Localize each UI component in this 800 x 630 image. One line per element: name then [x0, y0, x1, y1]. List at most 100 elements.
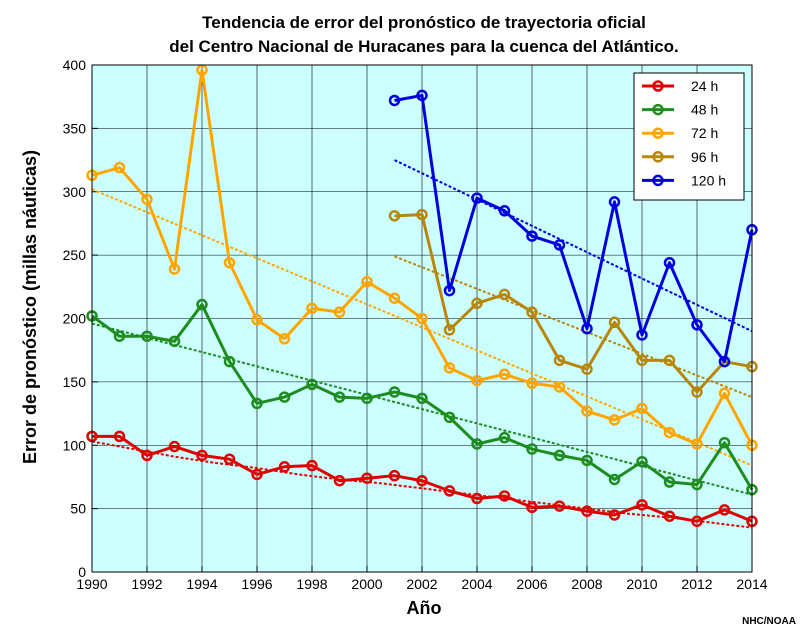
legend-label: 24 h [691, 78, 718, 94]
data-point-72h [416, 312, 428, 325]
data-point-48h [251, 397, 263, 410]
data-point-24h [196, 449, 208, 462]
x-tick-label: 2006 [516, 576, 547, 592]
data-point-24h [636, 499, 648, 511]
data-point-96h [663, 354, 676, 367]
data-point-24h [691, 515, 703, 528]
data-point-48h [388, 386, 401, 398]
data-point-24h [553, 500, 566, 512]
data-point-96h [388, 210, 401, 222]
data-point-96h [553, 354, 566, 367]
data-point-24h [113, 430, 126, 443]
data-point-48h [636, 455, 648, 468]
data-point-72h [388, 292, 401, 304]
data-point-120h [663, 256, 676, 269]
x-tick-label: 1996 [241, 576, 272, 592]
legend: 24 h 48 h 72 h 96 h 120 h [633, 72, 745, 201]
data-point-48h [608, 473, 621, 486]
data-point-24h [443, 485, 456, 497]
data-point-24h [278, 461, 291, 473]
data-point-72h [361, 275, 373, 288]
x-tick-label: 2008 [571, 576, 602, 592]
data-point-24h [223, 453, 236, 465]
data-point-48h [416, 392, 428, 405]
data-point-72h [168, 263, 181, 275]
data-point-72h [196, 64, 208, 76]
data-point-24h [361, 472, 373, 484]
series-line-48h [91, 303, 754, 491]
data-point-48h [223, 355, 236, 368]
data-point-48h [306, 378, 318, 391]
data-point-48h [498, 431, 511, 444]
data-point-120h [471, 192, 483, 204]
data-point-48h [526, 443, 538, 455]
data-point-120h [636, 329, 648, 341]
credit-label: NHC/NOAA [742, 616, 796, 627]
data-point-24h [471, 492, 483, 505]
x-tick-label: 2000 [351, 576, 382, 592]
legend-marker [652, 103, 664, 116]
series-line-120h [394, 93, 754, 364]
data-point-72h [526, 377, 538, 389]
chart-title-line-2: del Centro Nacional de Huracanes para la… [169, 37, 679, 56]
data-point-96h [691, 386, 703, 398]
data-point-72h [333, 306, 346, 318]
data-point-120h [526, 230, 538, 242]
data-point-48h [278, 391, 291, 403]
legend-marker [652, 80, 664, 92]
data-point-120h [416, 89, 428, 102]
data-point-120h [691, 319, 703, 331]
data-point-24h [581, 505, 593, 517]
data-point-48h [333, 391, 346, 403]
data-point-72h [306, 302, 318, 315]
legend-label: 72 h [691, 125, 718, 141]
data-point-72h [691, 438, 703, 450]
trend-line-120h [394, 159, 753, 333]
trend-line-48h [91, 322, 753, 496]
y-tick-label: 400 [63, 57, 87, 73]
series-line-72h [91, 68, 754, 446]
legend-marker [652, 151, 664, 163]
legend-label: 48 h [691, 102, 718, 118]
data-point-72h [471, 374, 483, 387]
series-96h [388, 208, 758, 398]
data-point-24h [663, 510, 676, 522]
legend-label: 96 h [691, 149, 718, 165]
data-point-48h [141, 330, 153, 342]
y-tick-label: 250 [63, 247, 87, 263]
legend-box [633, 72, 745, 201]
x-tick-label: 2010 [626, 576, 657, 592]
data-point-96h [416, 208, 428, 221]
x-tick-label: 2012 [681, 576, 712, 592]
data-point-24h [168, 440, 181, 453]
y-tick-label: 100 [63, 437, 87, 453]
data-point-96h [526, 306, 538, 318]
data-point-72h [141, 193, 153, 206]
trend-line-72h [91, 188, 753, 467]
data-point-72h [718, 387, 731, 400]
x-tick-label: 2002 [406, 576, 437, 592]
data-point-72h [113, 161, 126, 174]
x-tick-label: 1994 [186, 576, 217, 592]
y-tick-label: 0 [78, 564, 86, 580]
data-point-96h [443, 324, 456, 336]
plot-frame [91, 64, 753, 573]
series-line-24h [92, 434, 753, 523]
legend-marker [652, 174, 664, 187]
data-point-24h [333, 474, 346, 487]
data-point-48h [581, 454, 593, 467]
trend-line-96h [394, 255, 753, 399]
data-point-24h [416, 474, 428, 487]
series-72h [86, 64, 758, 451]
series-120h [388, 89, 758, 368]
data-point-96h [636, 354, 648, 367]
data-point-24h [608, 509, 621, 521]
x-tick-label: 1992 [131, 576, 162, 592]
y-tick-label: 350 [63, 120, 87, 136]
series-lines [86, 64, 758, 528]
data-point-72h [581, 405, 593, 417]
data-point-120h [498, 205, 511, 217]
data-point-48h [113, 330, 126, 342]
y-axis-title: Error de pronóstico (millas náuticas) [20, 150, 40, 464]
